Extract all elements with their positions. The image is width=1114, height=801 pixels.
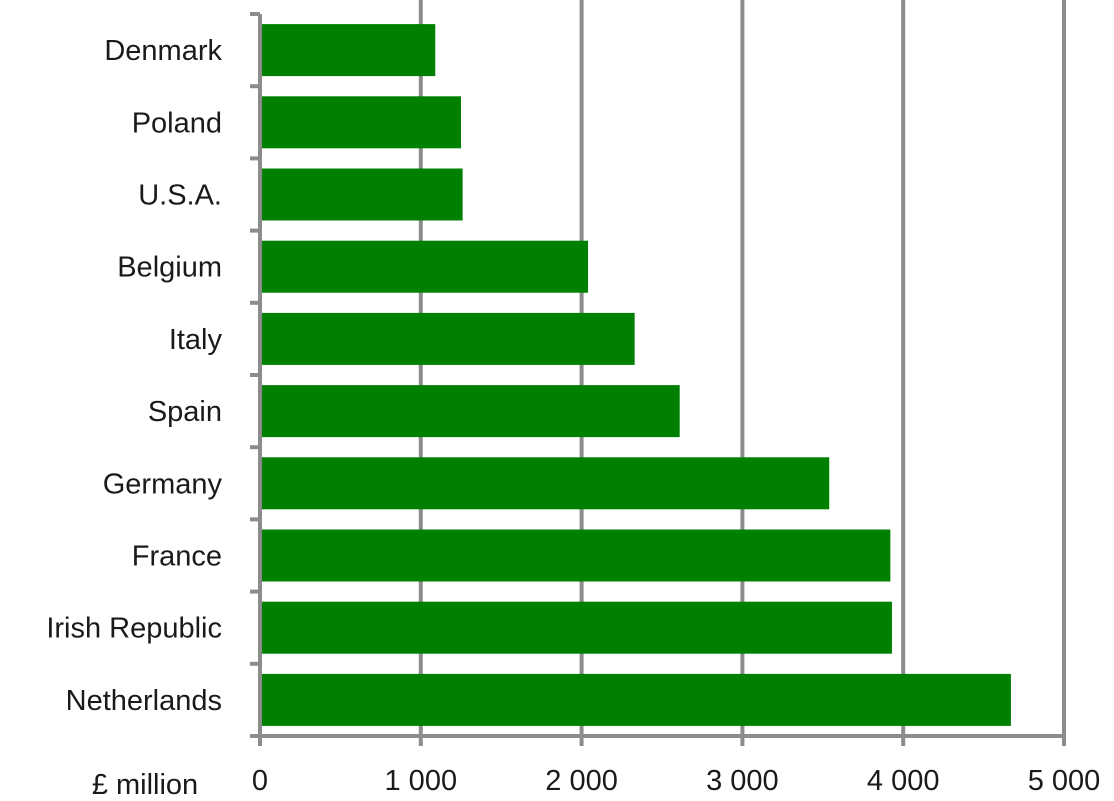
axes [250,12,1066,746]
category-label: France [132,541,222,573]
x-tick-label: 4 000 [867,765,940,797]
category-label: Netherlands [66,685,222,717]
x-tick-label: 5 000 [1028,765,1101,797]
bar-irish-republic [260,601,892,654]
bars [260,24,1011,726]
x-tick-label: 1 000 [385,765,458,797]
category-label: Denmark [104,35,222,67]
category-label: U.S.A. [138,180,222,212]
category-labels: Denmark Poland U.S.A. Belgium Italy Spain Germ… [46,35,222,717]
bar-belgium [260,240,589,293]
x-tick-label: 3 000 [706,765,779,797]
x-tick-label: 0 [252,765,268,797]
category-label: Italy [169,324,223,356]
category-label: Germany [103,468,223,500]
bar-spain [260,385,680,438]
x-axis-unit-label: £ million [92,769,198,801]
bar-italy [260,312,635,365]
category-label: Irish Republic [46,613,222,645]
bar-netherlands [260,673,1011,726]
bar-poland [260,96,461,149]
bar-u-s-a [260,168,463,221]
x-tick-labels: 0 1 000 2 000 3 000 4 000 5 000 [252,765,1100,797]
bar-denmark [260,24,436,77]
bar-germany [260,457,830,510]
x-tick-label: 2 000 [545,765,618,797]
category-label: Belgium [117,252,222,284]
bar-france [260,529,891,582]
category-label: Spain [148,396,222,428]
category-label: Poland [132,107,222,139]
